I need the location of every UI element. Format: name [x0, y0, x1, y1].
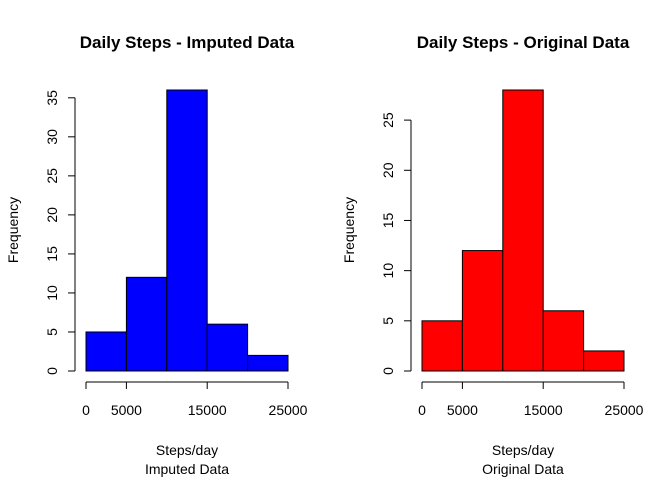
y-axis-label: Frequency	[341, 197, 357, 263]
y-tick-label: 10	[380, 263, 396, 279]
histogram-bar	[421, 320, 463, 372]
y-axis-label: Frequency	[5, 197, 21, 263]
histogram-panel-1: Daily Steps - Imputed Data 0 5000 15000 2500…	[5, 33, 308, 477]
y-tick-label: 5	[380, 317, 396, 325]
x-tick-label: 25000	[605, 402, 644, 418]
histogram-bar	[502, 89, 544, 372]
y-tick-label: 20	[380, 162, 396, 178]
x-tick-label: 25000	[269, 402, 308, 418]
x-tick-label: 15000	[524, 402, 563, 418]
x-axis-sublabel: Imputed Data	[145, 461, 229, 477]
chart-title: Daily Steps - Original Data	[417, 33, 630, 52]
y-tick-label: 10	[44, 285, 60, 301]
histogram-bar	[166, 89, 208, 372]
y-tick-label: 5	[44, 328, 60, 336]
histogram-bar	[206, 323, 249, 372]
histogram-bar	[583, 350, 625, 372]
histogram-bar	[542, 310, 585, 372]
y-tick-label: 20	[44, 207, 60, 223]
histogram-bar	[125, 276, 168, 372]
y-tick-label: 25	[380, 112, 396, 128]
y-tick-label: 15	[44, 246, 60, 262]
x-axis-label: Steps/day	[156, 442, 218, 458]
histogram-bar	[85, 331, 127, 372]
x-tick-label: 0	[418, 402, 426, 418]
y-tick-label: 0	[44, 367, 60, 375]
histogram-bar	[247, 354, 289, 372]
x-tick-label: 15000	[188, 402, 227, 418]
x-axis-sublabel: Original Data	[482, 461, 564, 477]
x-axis-label: Steps/day	[492, 442, 554, 458]
chart-title: Daily Steps - Imputed Data	[80, 33, 295, 52]
x-tick-label: 0	[82, 402, 90, 418]
y-tick-label: 35	[44, 90, 60, 106]
y-tick-label: 0	[380, 367, 396, 375]
y-tick-label: 15	[380, 212, 396, 228]
x-tick-label: 5000	[111, 402, 142, 418]
x-tick-label: 5000	[447, 402, 478, 418]
y-tick-label: 25	[44, 168, 60, 184]
y-tick-label: 30	[44, 129, 60, 145]
histogram-bar	[461, 250, 504, 372]
